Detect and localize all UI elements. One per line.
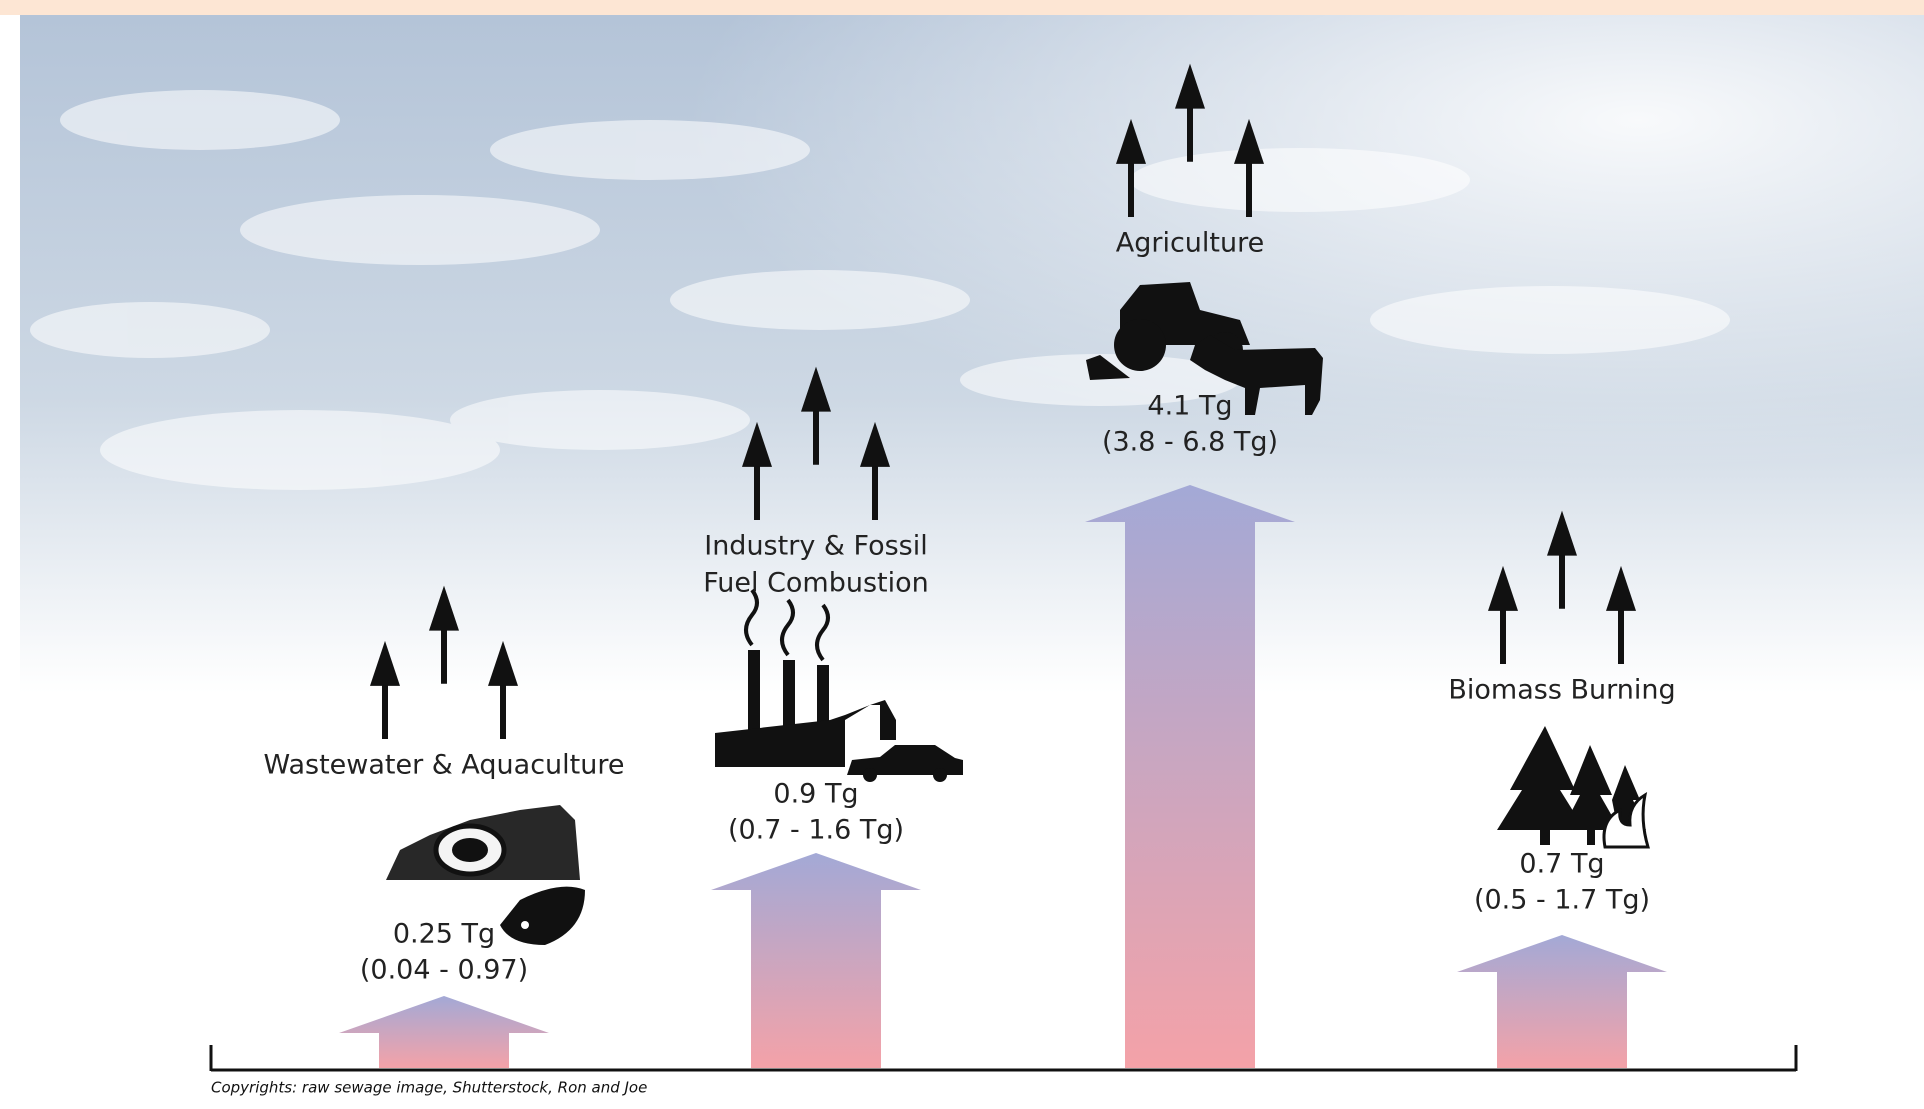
- baseline: [209, 1045, 1798, 1072]
- emission-arrow-head: [1606, 565, 1636, 611]
- source-arrow: [1085, 485, 1295, 1068]
- industry-icon: [715, 588, 963, 782]
- source-range: (0.7 - 1.6 Tg): [728, 815, 904, 846]
- copyright: Copyrights: raw sewage image, Shuttersto…: [211, 1079, 647, 1097]
- source-label: Industry & Fossil: [704, 531, 928, 562]
- emission-arrow-head: [801, 366, 831, 412]
- source-label: Agriculture: [1116, 228, 1265, 259]
- source-arrow: [1457, 935, 1667, 1068]
- emission-arrow-head: [1175, 63, 1205, 109]
- source-value: 4.1 Tg: [1147, 391, 1232, 422]
- clouds: [30, 90, 1730, 490]
- sky-glow: [20, 15, 1924, 715]
- emission-arrow-head: [1234, 118, 1264, 164]
- emission-arrow-head: [488, 640, 518, 686]
- emission-arrow-head: [1488, 565, 1518, 611]
- emission-arrow-head: [370, 640, 400, 686]
- source-range: (3.8 - 6.8 Tg): [1102, 427, 1278, 458]
- top-strip: [0, 0, 1924, 15]
- arrows: [339, 63, 1667, 1068]
- source-range: (0.04 - 0.97): [360, 955, 528, 986]
- wastewater-icon: [386, 805, 585, 945]
- agriculture-icon: [1086, 282, 1323, 415]
- emission-arrow-head: [860, 421, 890, 467]
- source-arrow: [339, 996, 549, 1068]
- emission-arrow-head: [742, 421, 772, 467]
- source-range: (0.5 - 1.7 Tg): [1474, 885, 1650, 916]
- source-value: 0.9 Tg: [773, 779, 858, 810]
- source-arrow: [711, 853, 921, 1068]
- source-label: Fuel Combustion: [703, 568, 929, 599]
- source-label: Wastewater & Aquaculture: [264, 750, 625, 781]
- source-value: 0.25 Tg: [393, 919, 495, 950]
- biomass-icon: [1497, 726, 1651, 849]
- emission-arrow-head: [429, 585, 459, 631]
- source-value: 0.7 Tg: [1519, 849, 1604, 880]
- source-label: Biomass Burning: [1448, 675, 1675, 706]
- emission-arrow-head: [1116, 118, 1146, 164]
- emission-arrow-head: [1547, 510, 1577, 556]
